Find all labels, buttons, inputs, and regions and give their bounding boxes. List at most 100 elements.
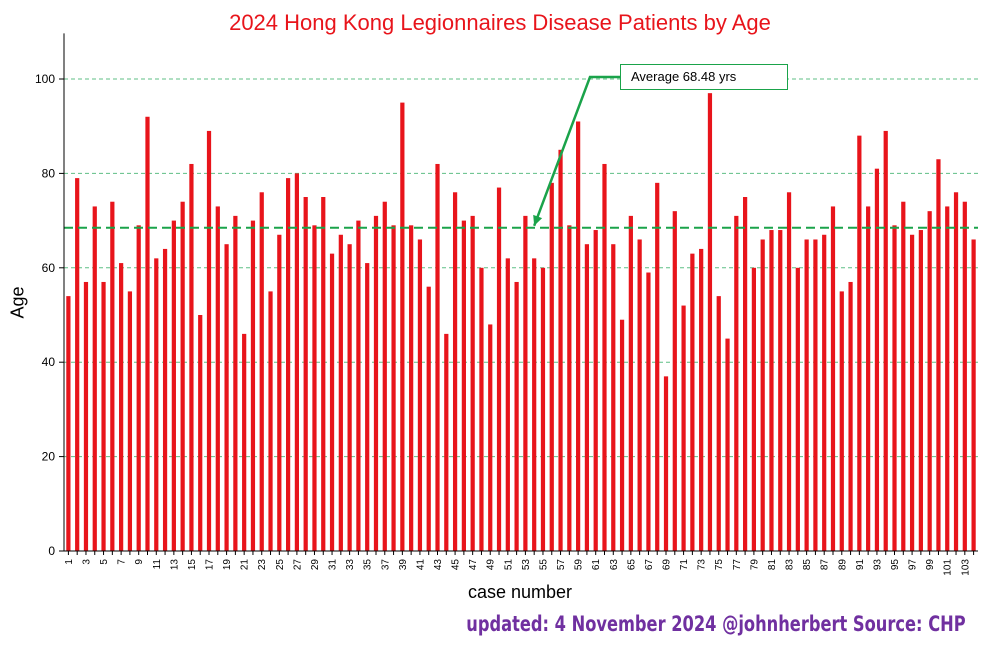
bar-case-60 [584, 244, 590, 551]
bar-case-88 [830, 206, 836, 551]
bar-case-77 [734, 215, 739, 551]
x-tick-label: 73 [697, 559, 708, 571]
bar-case-75 [716, 296, 721, 551]
x-tick-label: 87 [820, 559, 831, 571]
bar-case-49 [488, 324, 493, 551]
bar-case-15 [189, 163, 194, 551]
x-tick-label: 1 [64, 559, 75, 565]
bar-case-12 [162, 248, 168, 552]
x-tick-label: 25 [275, 559, 286, 571]
bar-case-23 [259, 192, 264, 551]
bar-case-8 [127, 291, 133, 551]
x-tick-label: 23 [257, 559, 268, 571]
x-tick-label: 103 [960, 559, 971, 576]
bar-case-96 [901, 201, 906, 551]
bar-case-66 [637, 239, 642, 552]
bar-case-57 [558, 149, 563, 552]
bar-case-54 [532, 258, 537, 551]
bar-case-80 [760, 239, 765, 552]
bar-case-95 [892, 225, 897, 551]
bar-case-73 [699, 248, 704, 552]
x-tick-label: 43 [433, 559, 444, 571]
bar-case-45 [452, 192, 458, 551]
bar-case-37 [382, 201, 387, 551]
bar-case-4 [92, 206, 97, 551]
y-tick-label: 80 [42, 166, 56, 180]
bar-case-102 [953, 192, 959, 551]
y-tick-label: 100 [35, 72, 55, 86]
bar-case-63 [611, 244, 616, 551]
x-tick-label: 17 [205, 559, 216, 571]
y-tick-label: 40 [42, 355, 56, 369]
bar-case-65 [628, 215, 633, 551]
average-callout-line [533, 75, 620, 227]
x-tick-label: 89 [837, 559, 848, 571]
x-tick-label: 77 [732, 559, 743, 571]
x-tick-label: 19 [222, 559, 233, 571]
bar-case-83 [786, 192, 792, 551]
bar-case-18 [215, 206, 220, 551]
x-tick-label: 85 [802, 559, 813, 571]
bar-case-19 [224, 244, 229, 551]
bar-case-25 [277, 234, 282, 551]
bar-case-61 [593, 230, 598, 552]
bar-case-39 [400, 102, 405, 551]
bar-case-44 [444, 333, 449, 551]
y-axis-label: Age [7, 286, 28, 319]
bar-case-82 [778, 230, 783, 552]
bar-case-43 [435, 163, 440, 551]
x-tick-label: 75 [714, 559, 725, 571]
bar-case-24 [268, 291, 273, 551]
bar-case-35 [365, 263, 370, 551]
x-tick-label: 69 [662, 559, 673, 571]
chart-title: 2024 Hong Kong Legionnaires Disease Pati… [229, 10, 771, 35]
bar-case-99 [927, 211, 932, 551]
x-tick-label: 57 [556, 559, 567, 571]
x-tick-label: 49 [486, 559, 497, 571]
bar-case-11 [154, 258, 159, 551]
x-tick-label: 5 [99, 559, 110, 565]
bar-case-100 [936, 159, 941, 552]
x-tick-label: 61 [591, 559, 602, 571]
x-tick-label: 101 [943, 559, 954, 576]
bar-case-42 [426, 286, 431, 551]
bar-case-68 [655, 182, 660, 551]
bar-case-86 [813, 239, 818, 552]
y-tick-label: 0 [48, 544, 55, 558]
bar-case-55 [540, 267, 546, 551]
bar-case-14 [180, 201, 185, 551]
bar-case-27 [294, 173, 300, 551]
bar-case-33 [347, 244, 352, 551]
bar-case-103 [962, 201, 967, 551]
bar-case-2 [75, 178, 80, 551]
bar-case-84 [795, 267, 800, 551]
bar-case-53 [523, 215, 528, 551]
bar-case-40 [409, 225, 414, 551]
x-tick-label: 3 [81, 559, 92, 565]
bar-case-50 [496, 187, 502, 551]
x-tick-label: 7 [117, 559, 128, 565]
bar-case-31 [329, 253, 335, 551]
bar-case-34 [356, 220, 361, 551]
x-tick-label: 21 [240, 559, 251, 571]
bar-case-5 [101, 281, 106, 551]
x-tick-label: 93 [872, 559, 883, 571]
bar-case-3 [83, 281, 89, 551]
bar-case-13 [171, 220, 176, 551]
x-tick-label: 65 [626, 559, 637, 571]
x-tick-label: 53 [521, 559, 532, 571]
bar-case-47 [470, 215, 475, 551]
bar-case-78 [742, 197, 748, 551]
x-tick-label: 45 [451, 559, 462, 571]
bar-case-46 [461, 220, 466, 551]
average-annotation: Average 68.48 yrs [620, 64, 788, 90]
x-tick-label: 41 [415, 559, 426, 571]
bar-case-10 [145, 116, 150, 551]
bar-case-48 [479, 267, 484, 551]
bar-case-20 [233, 215, 238, 551]
x-tick-label: 37 [380, 559, 391, 571]
x-tick-label: 81 [767, 559, 778, 571]
y-tick-label: 60 [42, 261, 56, 275]
bar-case-41 [417, 239, 423, 552]
